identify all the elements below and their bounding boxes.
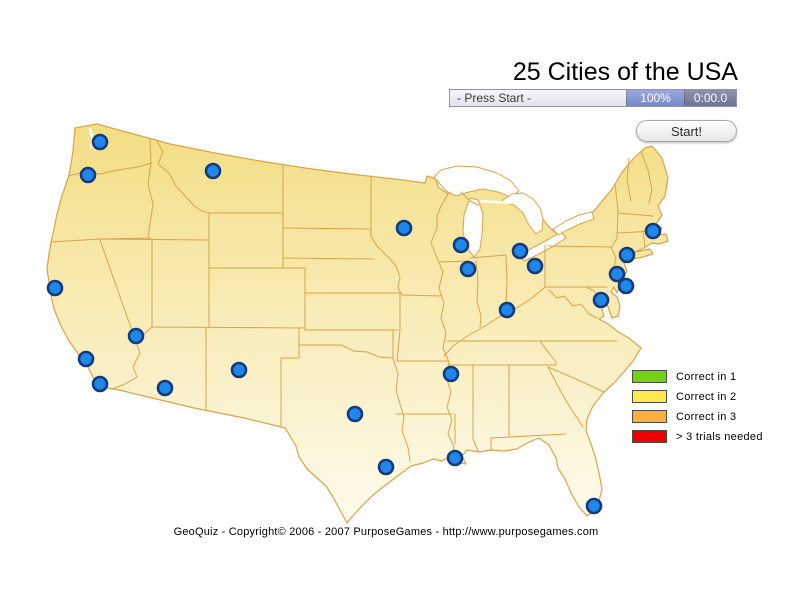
city-marker[interactable] bbox=[618, 246, 636, 264]
copyright-text: GeoQuiz - Copyright© 2006 - 2007 Purpose… bbox=[173, 526, 599, 538]
city-marker[interactable] bbox=[644, 222, 662, 240]
city-marker[interactable] bbox=[204, 162, 222, 180]
legend-swatch-yellow bbox=[632, 390, 667, 403]
legend-row: Correct in 3 bbox=[632, 410, 763, 423]
lake-erie bbox=[518, 231, 567, 262]
legend-swatch-red bbox=[632, 430, 667, 443]
state-borders bbox=[50, 139, 655, 462]
city-marker[interactable] bbox=[346, 405, 364, 423]
legend-label: Correct in 2 bbox=[676, 390, 737, 403]
city-marker[interactable] bbox=[127, 327, 145, 345]
city-marker[interactable] bbox=[77, 350, 95, 368]
city-marker[interactable] bbox=[79, 166, 97, 184]
city-marker[interactable] bbox=[156, 379, 174, 397]
start-button[interactable]: Start! bbox=[636, 120, 737, 142]
us-landmass bbox=[46, 123, 669, 524]
city-markers bbox=[46, 133, 662, 515]
page-title: 25 Cities of the USA bbox=[512, 58, 738, 86]
timer-display: 0:00.0 bbox=[684, 90, 736, 106]
legend-swatch-green bbox=[632, 370, 667, 383]
city-marker[interactable] bbox=[608, 265, 626, 283]
city-marker[interactable] bbox=[446, 449, 464, 467]
legend-row: Correct in 2 bbox=[632, 390, 763, 403]
city-marker[interactable] bbox=[395, 219, 413, 237]
legend-label: Correct in 3 bbox=[676, 410, 737, 423]
progress-percent: 100% bbox=[626, 90, 684, 106]
legend-row: Correct in 1 bbox=[632, 370, 763, 383]
city-marker[interactable] bbox=[91, 375, 109, 393]
city-marker[interactable] bbox=[526, 257, 544, 275]
city-marker[interactable] bbox=[442, 365, 460, 383]
city-marker[interactable] bbox=[452, 236, 470, 254]
city-marker[interactable] bbox=[46, 279, 64, 297]
status-bar: - Press Start - 100% 0:00.0 bbox=[449, 89, 737, 107]
city-marker[interactable] bbox=[91, 133, 109, 151]
city-marker[interactable] bbox=[511, 242, 529, 260]
lake-ontario bbox=[552, 211, 595, 236]
score-legend: Correct in 1 Correct in 2 Correct in 3 >… bbox=[632, 370, 763, 450]
legend-swatch-orange bbox=[632, 410, 667, 423]
legend-row: > 3 trials needed bbox=[632, 430, 763, 443]
city-marker[interactable] bbox=[459, 260, 477, 278]
city-marker[interactable] bbox=[592, 291, 610, 309]
city-marker[interactable] bbox=[498, 301, 516, 319]
city-marker[interactable] bbox=[377, 458, 395, 476]
legend-label: > 3 trials needed bbox=[676, 430, 763, 443]
city-marker[interactable] bbox=[230, 361, 248, 379]
legend-label: Correct in 1 bbox=[676, 370, 737, 383]
city-marker[interactable] bbox=[617, 277, 635, 295]
straits-of-mackinac bbox=[479, 199, 512, 205]
status-message: - Press Start - bbox=[450, 90, 626, 106]
city-marker[interactable] bbox=[585, 497, 603, 515]
